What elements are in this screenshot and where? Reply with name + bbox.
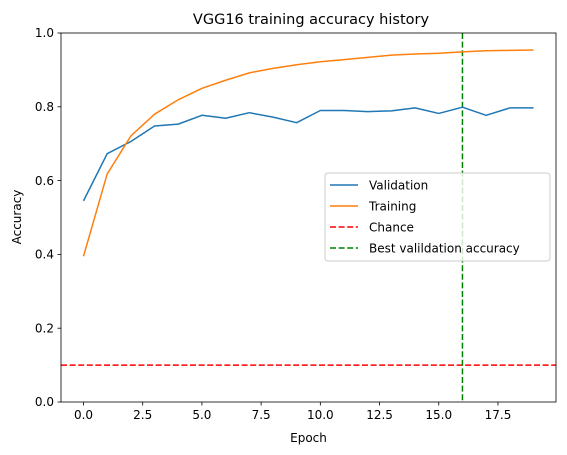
- legend-box: [324, 172, 551, 262]
- x-tick-label: 10.0: [307, 408, 334, 422]
- y-tick-label: 0.8: [35, 100, 54, 114]
- legend-label: Best valildation accuracy: [369, 241, 520, 255]
- y-tick-label: 0.4: [35, 248, 54, 262]
- legend-label: Validation: [369, 178, 428, 192]
- plot-frame: [60, 32, 557, 403]
- y-tick-label: 1.0: [35, 26, 54, 40]
- x-tick-label: 7.5: [252, 408, 271, 422]
- chart-title: VGG16 training accuracy history: [193, 12, 430, 28]
- series-line-validation: [82, 106, 534, 202]
- x-tick-label: 15.0: [425, 408, 452, 422]
- x-tick-label: 2.5: [133, 408, 152, 422]
- y-tick-label: 0.2: [35, 321, 54, 335]
- y-tick-label: 0.6: [35, 174, 54, 188]
- series-line-training: [82, 49, 534, 257]
- x-tick-label: 0.0: [74, 408, 93, 422]
- y-tick-label: 0.0: [35, 395, 54, 409]
- y-axis-label: Accuracy: [10, 190, 24, 245]
- legend-label: Chance: [369, 220, 414, 234]
- x-tick-label: 17.5: [485, 408, 512, 422]
- x-tick-label: 5.0: [192, 408, 211, 422]
- legend-label: Training: [368, 199, 416, 213]
- x-axis: 0.0 2.5 5.0 7.5 10.0 12.5 15.0 17.5: [74, 402, 511, 422]
- y-axis: 0.0 0.2 0.4 0.6 0.8 1.0: [35, 26, 61, 409]
- x-tick-label: 12.5: [366, 408, 393, 422]
- legend: Validation Training Chance Best valildation…: [324, 172, 551, 262]
- x-axis-label: Epoch: [290, 431, 327, 445]
